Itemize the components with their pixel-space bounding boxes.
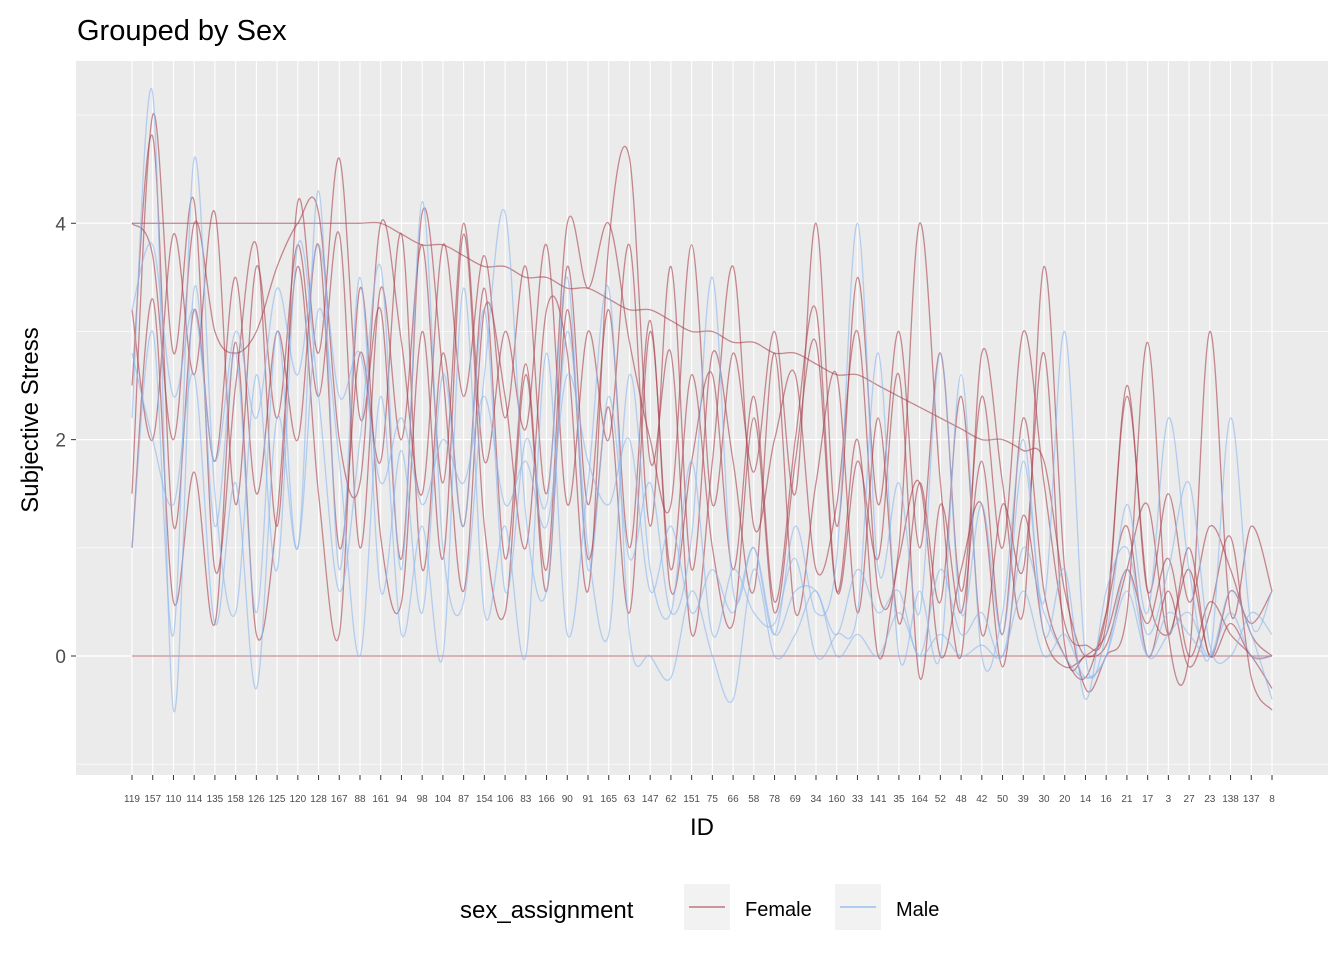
y-tick-label: 0	[55, 647, 66, 668]
x-tick-label: 161	[372, 794, 389, 805]
x-tick-label: 164	[911, 794, 928, 805]
x-tick-label: 125	[269, 794, 286, 805]
x-tick-label: 90	[562, 794, 574, 805]
x-tick-label: 27	[1184, 794, 1196, 805]
x-tick-label: 138	[1222, 794, 1239, 805]
x-tick-label: 106	[497, 794, 514, 805]
x-tick-label: 20	[1059, 794, 1071, 805]
x-tick-label: 78	[769, 794, 781, 805]
legend: sex_assignment Female Male	[460, 884, 939, 930]
x-tick-label: 158	[227, 794, 244, 805]
x-tick-label: 16	[1101, 794, 1113, 805]
x-tick-label: 120	[289, 794, 306, 805]
x-tick-label: 48	[956, 794, 968, 805]
x-tick-label: 119	[124, 794, 140, 805]
x-tick-label: 39	[1018, 794, 1030, 805]
x-tick-label: 23	[1204, 794, 1216, 805]
x-tick-label: 14	[1080, 794, 1092, 805]
series-line-female-0	[131, 196, 1273, 657]
x-tick-label: 94	[396, 794, 408, 805]
x-tick-label: 165	[600, 794, 617, 805]
x-tick-label: 98	[417, 794, 429, 805]
plot-panel	[76, 61, 1328, 775]
series-lines	[131, 88, 1273, 713]
x-tick-label: 88	[354, 794, 366, 805]
x-tick-label: 69	[790, 794, 802, 805]
x-axis: 119 157 110 114 135 158 126 125 120 128 167 88 161 94…	[124, 775, 1275, 805]
x-tick-label: 52	[935, 794, 947, 805]
x-axis-title: ID	[690, 814, 714, 841]
chart-title: Grouped by Sex	[77, 15, 287, 47]
x-tick-label: 66	[728, 794, 740, 805]
x-tick-label: 135	[207, 794, 224, 805]
x-tick-label: 128	[310, 794, 327, 805]
x-tick-label: 83	[520, 794, 532, 805]
x-tick-label: 35	[893, 794, 905, 805]
x-tick-label: 91	[582, 794, 594, 805]
x-tick-label: 157	[144, 794, 161, 805]
series-line-female-3	[131, 113, 1273, 693]
x-tick-label: 62	[665, 794, 677, 805]
x-tick-label: 154	[476, 794, 493, 805]
x-tick-label: 160	[828, 794, 845, 805]
x-tick-label: 8	[1269, 794, 1275, 805]
series-line-male-7	[131, 88, 1273, 713]
x-tick-label: 114	[186, 794, 202, 805]
series-line-female-5	[131, 221, 1273, 660]
y-tick-label: 4	[55, 214, 66, 235]
x-tick-label: 17	[1142, 794, 1154, 805]
x-tick-label: 50	[997, 794, 1009, 805]
series-line-male-10	[131, 242, 1273, 700]
x-tick-label: 167	[331, 794, 348, 805]
x-tick-label: 126	[248, 794, 265, 805]
x-tick-label: 110	[165, 794, 181, 805]
legend-label-female: Female	[745, 899, 812, 921]
x-tick-label: 33	[852, 794, 864, 805]
x-tick-label: 166	[538, 794, 555, 805]
x-tick-label: 104	[435, 794, 452, 805]
x-tick-label: 137	[1243, 794, 1260, 805]
y-axis-title: Subjective Stress	[17, 327, 44, 512]
x-tick-label: 87	[458, 794, 470, 805]
x-tick-label: 42	[976, 794, 988, 805]
x-tick-label: 34	[810, 794, 822, 805]
x-tick-label: 58	[748, 794, 760, 805]
x-tick-label: 151	[683, 794, 700, 805]
x-tick-label: 21	[1121, 794, 1133, 805]
y-axis: 0 2 4	[55, 214, 76, 668]
x-tick-label: 30	[1038, 794, 1050, 805]
x-tick-label: 63	[624, 794, 636, 805]
legend-label-male: Male	[896, 899, 939, 921]
x-tick-label: 141	[870, 794, 887, 805]
x-tick-label: 75	[707, 794, 719, 805]
x-tick-label: 147	[642, 794, 659, 805]
legend-title: sex_assignment	[460, 897, 634, 924]
y-tick-label: 2	[55, 431, 66, 452]
series-line-male-9	[131, 284, 1273, 703]
x-tick-label: 3	[1166, 794, 1172, 805]
